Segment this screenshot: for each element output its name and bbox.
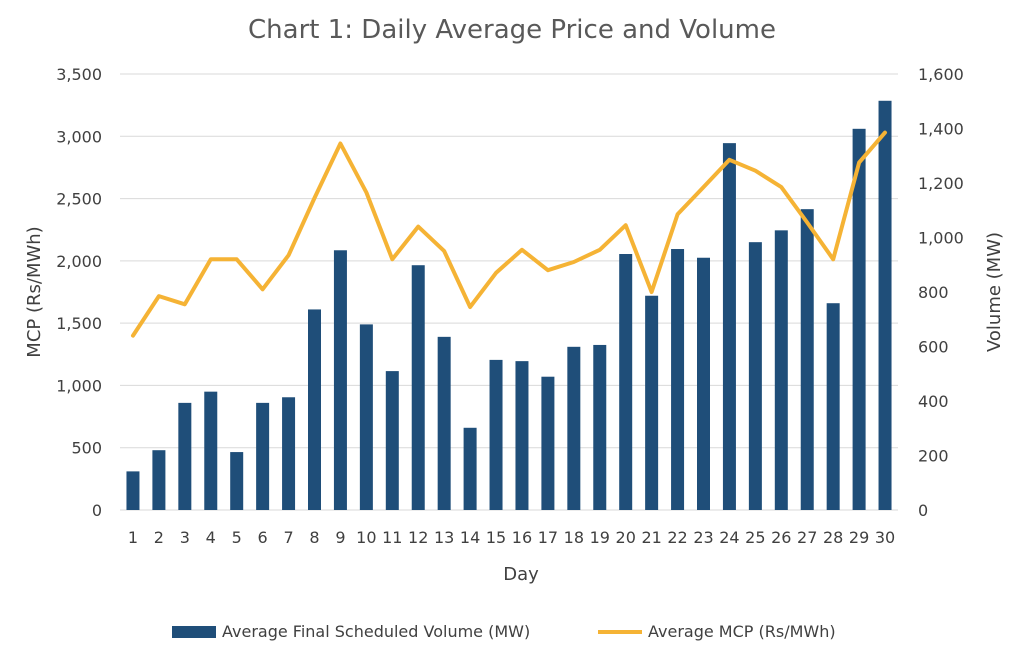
volume-bar (333, 250, 347, 511)
volume-bar (748, 242, 762, 510)
right-tick-label: 0 (918, 501, 928, 520)
left-tick-label: 1,500 (56, 314, 102, 333)
volume-bar (489, 359, 503, 510)
legend-label-mcp: Average MCP (Rs/MWh) (648, 622, 836, 641)
right-tick-label: 400 (918, 392, 949, 411)
right-tick-label: 1,600 (918, 65, 964, 84)
x-tick-label: 13 (434, 528, 454, 547)
volume-bar (722, 143, 736, 510)
volume-bar (359, 324, 373, 510)
x-tick-label: 9 (335, 528, 345, 547)
x-tick-label: 29 (849, 528, 869, 547)
right-tick-label: 600 (918, 338, 949, 357)
x-tick-label: 2 (154, 528, 164, 547)
volume-bar (774, 230, 788, 510)
right-tick-label: 1,000 (918, 229, 964, 248)
left-axis-ticks: 0 500 1,000 1,500 2,000 2,500 3,000 3,500 (56, 65, 102, 520)
legend: Average Final Scheduled Volume (MW) Aver… (172, 622, 836, 641)
volume-bar (385, 371, 399, 510)
x-tick-label: 27 (797, 528, 817, 547)
x-tick-label: 7 (283, 528, 293, 547)
x-tick-label: 23 (693, 528, 713, 547)
x-tick-label: 16 (512, 528, 532, 547)
left-tick-label: 500 (71, 439, 102, 458)
right-axis-title: Volume (MW) (984, 232, 1005, 352)
x-tick-label: 20 (616, 528, 636, 547)
volume-bars (126, 100, 892, 511)
left-axis-title: MCP (Rs/MWh) (24, 226, 45, 357)
x-tick-label: 14 (460, 528, 480, 547)
x-axis-title: Day (503, 564, 539, 585)
volume-bar (126, 471, 140, 510)
x-tick-label: 24 (719, 528, 739, 547)
x-tick-label: 25 (745, 528, 765, 547)
volume-bar (178, 402, 192, 510)
left-tick-label: 2,500 (56, 190, 102, 209)
x-tick-label: 26 (771, 528, 791, 547)
volume-bar (463, 427, 477, 510)
volume-bar (541, 376, 555, 510)
left-tick-label: 0 (92, 501, 102, 520)
x-tick-label: 12 (408, 528, 428, 547)
x-tick-label: 19 (590, 528, 610, 547)
left-tick-label: 1,000 (56, 376, 102, 395)
x-tick-label: 30 (875, 528, 895, 547)
legend-label-volume: Average Final Scheduled Volume (MW) (222, 622, 530, 641)
x-tick-label: 21 (641, 528, 661, 547)
x-tick-label: 17 (538, 528, 558, 547)
x-tick-label: 1 (128, 528, 138, 547)
volume-bar (645, 295, 659, 510)
volume-bar (152, 450, 166, 510)
volume-bar (826, 303, 840, 510)
volume-bar (852, 128, 866, 510)
mcp-line (131, 130, 887, 338)
volume-bar (437, 336, 451, 510)
left-tick-label: 3,500 (56, 65, 102, 84)
legend-swatch-volume (172, 626, 216, 638)
x-axis-ticks: 1 2 3 4 5 6 7 8 9 10 11 12 13 14 15 16 17 18 19 20 21 22 23 24 2… (128, 528, 895, 547)
volume-bar (878, 100, 892, 510)
volume-bar (697, 257, 710, 510)
volume-bar (282, 397, 296, 510)
volume-bar (567, 346, 581, 510)
volume-bar (593, 344, 607, 510)
right-tick-label: 1,400 (918, 120, 964, 139)
volume-bar (619, 254, 633, 510)
chart-title: Chart 1: Daily Average Price and Volume (248, 15, 776, 45)
mcp-line-layer (131, 130, 887, 338)
x-tick-label: 15 (486, 528, 506, 547)
x-tick-label: 8 (309, 528, 319, 547)
x-tick-label: 5 (232, 528, 242, 547)
x-tick-label: 10 (356, 528, 376, 547)
right-axis-ticks: 0 200 400 600 800 1,000 1,200 1,400 1,600 (918, 65, 964, 520)
x-tick-label: 18 (564, 528, 584, 547)
left-tick-label: 3,000 (56, 127, 102, 146)
volume-bar (800, 209, 814, 510)
x-tick-label: 22 (667, 528, 687, 547)
volume-bar (230, 452, 244, 510)
x-tick-label: 11 (382, 528, 402, 547)
volume-bar (308, 309, 321, 510)
x-tick-label: 4 (206, 528, 216, 547)
right-tick-label: 200 (918, 447, 949, 466)
right-tick-label: 800 (918, 283, 949, 302)
left-tick-label: 2,000 (56, 252, 102, 271)
volume-bar (256, 402, 270, 510)
x-tick-label: 28 (823, 528, 843, 547)
volume-bar (204, 391, 218, 510)
x-tick-label: 6 (258, 528, 268, 547)
right-tick-label: 1,200 (918, 174, 964, 193)
volume-bar (671, 249, 685, 510)
volume-bar (515, 361, 529, 510)
volume-bar (411, 265, 425, 510)
x-tick-label: 3 (180, 528, 190, 547)
